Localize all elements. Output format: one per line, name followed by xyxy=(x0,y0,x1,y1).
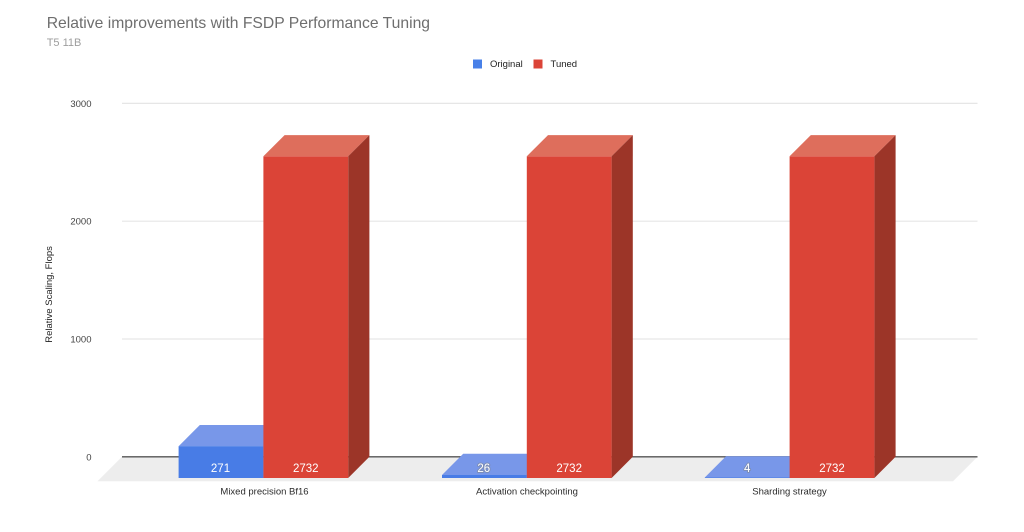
svg-text:Activation checkpointing: Activation checkpointing xyxy=(476,486,578,497)
svg-text:Relative Scaling, Flops: Relative Scaling, Flops xyxy=(44,246,55,343)
svg-text:T5 11B: T5 11B xyxy=(47,37,82,49)
svg-text:Mixed precision Bf16: Mixed precision Bf16 xyxy=(220,486,308,497)
svg-text:Tuned: Tuned xyxy=(551,59,578,70)
svg-text:3000: 3000 xyxy=(70,99,91,110)
svg-text:0: 0 xyxy=(86,452,91,463)
svg-text:2732: 2732 xyxy=(293,463,319,475)
svg-text:2732: 2732 xyxy=(556,463,582,475)
svg-text:1000: 1000 xyxy=(70,335,91,346)
svg-text:271: 271 xyxy=(211,463,230,475)
svg-text:2000: 2000 xyxy=(70,217,91,228)
svg-text:2732: 2732 xyxy=(819,463,845,475)
svg-text:4: 4 xyxy=(744,463,751,475)
svg-text:Relative improvements with FSD: Relative improvements with FSDP Performa… xyxy=(47,15,430,32)
svg-text:26: 26 xyxy=(477,463,490,475)
svg-text:Original: Original xyxy=(490,59,523,70)
svg-text:Sharding strategy: Sharding strategy xyxy=(752,486,827,497)
